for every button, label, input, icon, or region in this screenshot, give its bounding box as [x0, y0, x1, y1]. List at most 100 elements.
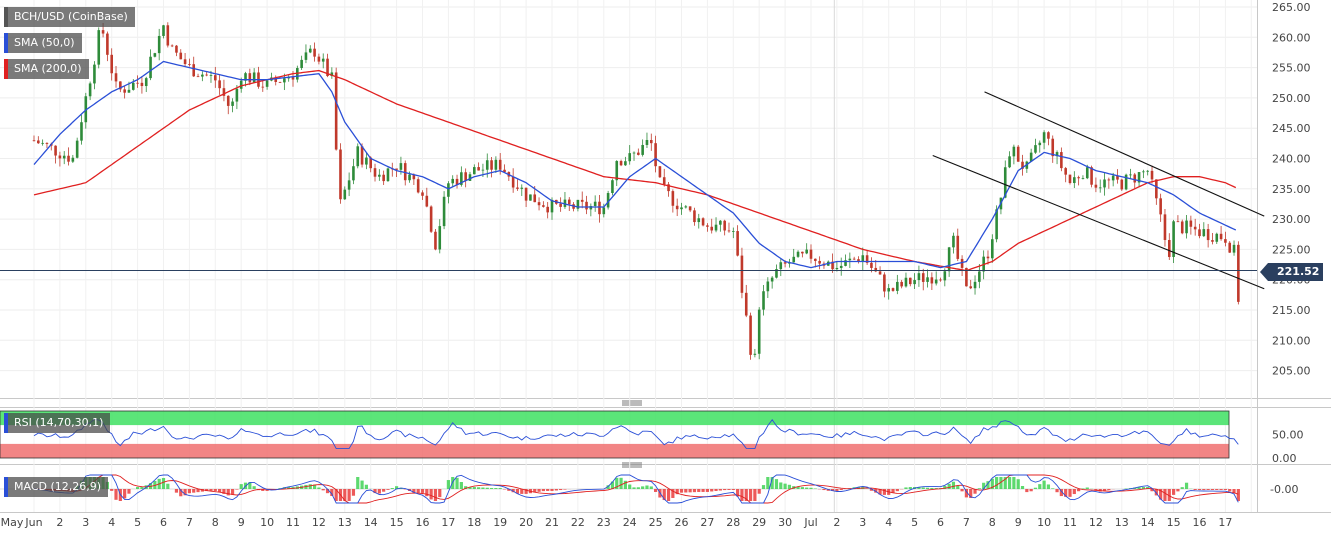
channel-trendline[interactable]: [932, 154, 1265, 290]
macd-histogram-bar: [1159, 489, 1163, 500]
price-tick-label: 225.00: [1272, 243, 1311, 256]
x-tick-label: 2: [833, 516, 840, 529]
candle-body: [1167, 239, 1171, 257]
x-tick-label: 5: [911, 516, 918, 529]
candle-body: [852, 258, 856, 260]
candle-body: [969, 286, 973, 289]
candle-body: [848, 258, 852, 261]
candle-body: [71, 157, 75, 162]
legend-macd[interactable]: MACD (12,26,9): [4, 477, 109, 497]
candle-body: [162, 25, 165, 36]
macd-histogram-bar: [230, 489, 235, 495]
macd-histogram-bar: [546, 489, 550, 491]
legend-sma50[interactable]: SMA (50,0): [4, 33, 82, 53]
macd-histogram-bar: [1215, 489, 1219, 490]
legend-rsi[interactable]: RSI (14,70,30,1): [4, 413, 111, 433]
candle-body: [1163, 214, 1167, 240]
candle-body: [628, 153, 631, 162]
candle-body: [1198, 229, 1201, 237]
x-tick-label: 17: [441, 516, 455, 529]
macd-histogram-bar: [1029, 489, 1033, 492]
macd-histogram-bar: [559, 489, 563, 491]
macd-histogram-bar: [878, 489, 882, 495]
candle-body: [870, 262, 873, 268]
macd-histogram-bar: [697, 489, 701, 492]
macd-histogram-bar: [515, 489, 520, 494]
candle-body: [214, 75, 217, 81]
candle-body: [308, 48, 312, 53]
candle-body: [602, 207, 606, 215]
macd-histogram-bar: [351, 489, 356, 496]
macd-histogram-bar: [360, 480, 364, 489]
macd-histogram-bar: [472, 487, 476, 489]
channel-trendline[interactable]: [984, 91, 1265, 217]
candle-body: [244, 73, 247, 81]
candle-body: [934, 279, 938, 284]
candle-body: [1133, 174, 1137, 183]
candle-body: [593, 201, 597, 207]
macd-histogram-bar: [774, 479, 779, 489]
macd-histogram-bar: [839, 489, 843, 491]
candle-body: [58, 155, 62, 159]
macd-histogram-bar: [226, 489, 230, 496]
legend-sma200[interactable]: SMA (200,0): [4, 59, 89, 79]
candle-body: [1224, 239, 1227, 243]
candle-body: [598, 201, 601, 215]
macd-histogram-bar: [136, 487, 140, 489]
candle-body: [637, 152, 640, 155]
candle-body: [1068, 174, 1072, 184]
x-tick-label: 4: [108, 516, 115, 529]
candle-body: [952, 235, 955, 248]
x-tick-label: 11: [1063, 516, 1077, 529]
macd-histogram-bar: [684, 489, 688, 493]
macd-histogram-bar: [1059, 489, 1063, 497]
candle-body: [395, 168, 398, 170]
x-tick-label: 24: [623, 516, 637, 529]
macd-histogram-bar: [235, 489, 239, 490]
macd-histogram-bar: [1081, 488, 1085, 489]
candle-body: [352, 166, 355, 181]
candle-body: [654, 143, 657, 167]
macd-histogram-bar: [649, 486, 653, 489]
candle-body: [736, 231, 739, 256]
candle-body: [67, 155, 70, 162]
candle-body: [740, 255, 744, 293]
x-tick-label: 13: [1115, 516, 1129, 529]
candle-body: [671, 191, 675, 206]
candle-body: [658, 166, 662, 178]
candle-body: [1060, 152, 1063, 169]
macd-histogram-bar: [382, 489, 386, 492]
candle-body: [1098, 187, 1102, 189]
candle-body: [321, 58, 325, 62]
candle-body: [1215, 233, 1219, 242]
macd-histogram-bar: [1051, 488, 1055, 489]
candle-body: [356, 146, 360, 167]
macd-histogram-bar: [200, 489, 204, 492]
candle-body: [382, 174, 385, 182]
macd-histogram-bar: [459, 482, 463, 489]
macd-histogram-bar: [187, 489, 191, 494]
candle-body: [1008, 156, 1011, 168]
candle-body: [649, 139, 653, 144]
x-tick-label: 30: [778, 516, 792, 529]
x-tick-label: 10: [1037, 516, 1051, 529]
candle-body: [196, 76, 200, 78]
candle-body: [537, 202, 541, 206]
legend-title[interactable]: BCH/USD (CoinBase): [4, 7, 135, 27]
candle-body: [360, 146, 364, 165]
candle-body: [956, 235, 960, 259]
sma50-swatch: [4, 33, 8, 53]
candle-body: [753, 353, 757, 355]
candle-body: [127, 89, 131, 93]
macd-histogram-bar: [123, 489, 127, 499]
candle-body: [1193, 226, 1197, 230]
price-pane[interactable]: [0, 0, 1257, 398]
macd-histogram-bar: [511, 489, 515, 493]
macd-histogram-bar: [623, 480, 627, 489]
macd-histogram-bar: [1154, 489, 1158, 496]
macd-histogram-bar: [377, 489, 381, 494]
x-tick-label: 11: [286, 516, 300, 529]
macd-histogram-bar: [239, 484, 243, 489]
macd-histogram-bar: [701, 489, 705, 492]
